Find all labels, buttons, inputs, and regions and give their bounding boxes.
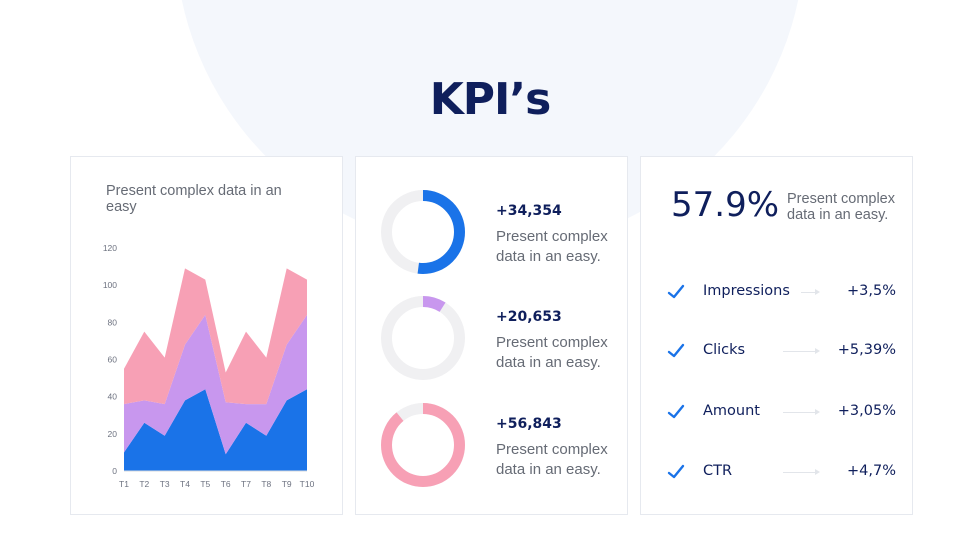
- check-icon: [667, 343, 685, 358]
- page-title: KPI’s: [429, 74, 552, 125]
- y-tick-label: 120: [103, 243, 117, 253]
- area-series-3: [124, 268, 307, 405]
- headline-caption: Present complex data in an easy.: [787, 191, 895, 223]
- kpi-label: Amount: [703, 403, 760, 419]
- kpi-label: CTR: [703, 463, 733, 479]
- check-icon: [667, 464, 685, 479]
- arrow-right-icon: [815, 289, 820, 295]
- arrow-line: [783, 412, 815, 413]
- kpi-row-clicks: Clicks +5,39%: [641, 340, 914, 364]
- donut-stat-2: +20,653 Present complex data in an easy.: [356, 295, 629, 385]
- kpi-value: +3,05%: [837, 403, 896, 419]
- y-tick-label: 0: [112, 466, 117, 476]
- x-tick-label: T5: [200, 479, 210, 489]
- donut-stats-card: +34,354 Present complex data in an easy.…: [355, 156, 628, 515]
- donut-chart-1: [381, 190, 465, 274]
- arrow-right-icon: [815, 469, 820, 475]
- donut-value-2: +20,653: [496, 309, 562, 325]
- kpi-row-impressions: Impressions +3,5%: [641, 281, 914, 305]
- x-tick-label: T8: [261, 479, 271, 489]
- x-tick-label: T10: [300, 479, 315, 489]
- donut-arc-2: [381, 296, 465, 380]
- donut-text-3: Present complex data in an easy.: [496, 441, 608, 478]
- donut-arc-3: [381, 403, 465, 487]
- headline-percent: 57.9%: [671, 185, 780, 225]
- area-series-1: [124, 389, 307, 471]
- donut-value-1: +34,354: [496, 203, 562, 219]
- kpi-value: +4,7%: [847, 463, 896, 479]
- donut-value-3: +56,843: [496, 416, 562, 432]
- kpi-label: Impressions: [703, 283, 790, 299]
- x-tick-label: T1: [119, 479, 129, 489]
- arrow-line: [801, 292, 815, 293]
- kpi-list-card: 57.9% Present complex data in an easy. I…: [640, 156, 913, 515]
- check-icon: [667, 404, 685, 419]
- donut-stat-3: +56,843 Present complex data in an easy.: [356, 402, 629, 492]
- arrow-right-icon: [815, 409, 820, 415]
- x-tick-label: T4: [180, 479, 190, 489]
- y-tick-label: 20: [108, 429, 118, 439]
- donut-text-2: Present complex data in an easy.: [496, 334, 608, 371]
- y-tick-label: 60: [108, 355, 118, 365]
- area-series-2: [124, 314, 307, 455]
- y-tick-label: 40: [108, 392, 118, 402]
- donut-chart-2: [381, 296, 465, 380]
- donut-text-1: Present complex data in an easy.: [496, 228, 608, 265]
- donut-chart-3: [381, 403, 465, 487]
- area-chart: 0 20 40 60 80 100 120 T1 T2 T3 T4 T5 T6 T7 T8 T9 T10: [103, 243, 315, 489]
- arrow-line: [783, 472, 815, 473]
- arrow-line: [783, 351, 815, 352]
- kpi-value: +5,39%: [837, 342, 896, 358]
- x-tick-label: T3: [160, 479, 170, 489]
- donut-track: [381, 296, 465, 380]
- area-chart-card: Present complex data in an easy 0 20 40 60 8…: [70, 156, 343, 515]
- x-tick-label: T2: [139, 479, 149, 489]
- x-tick-label: T7: [241, 479, 251, 489]
- kpi-label: Clicks: [703, 342, 746, 358]
- y-tick-label: 80: [108, 317, 118, 327]
- chart-caption: Present complex data in an easy: [106, 183, 282, 215]
- y-tick-label: 100: [103, 280, 117, 290]
- kpi-value: +3,5%: [847, 283, 896, 299]
- x-tick-label: T6: [221, 479, 231, 489]
- donut-arc-1: [381, 190, 465, 274]
- kpi-row-ctr: CTR +4,7%: [641, 461, 914, 485]
- check-icon: [667, 284, 685, 299]
- donut-stat-1: +34,354 Present complex data in an easy.: [356, 189, 629, 279]
- kpi-row-amount: Amount +3,05%: [641, 401, 914, 425]
- arrow-right-icon: [815, 348, 820, 354]
- x-tick-label: T9: [282, 479, 292, 489]
